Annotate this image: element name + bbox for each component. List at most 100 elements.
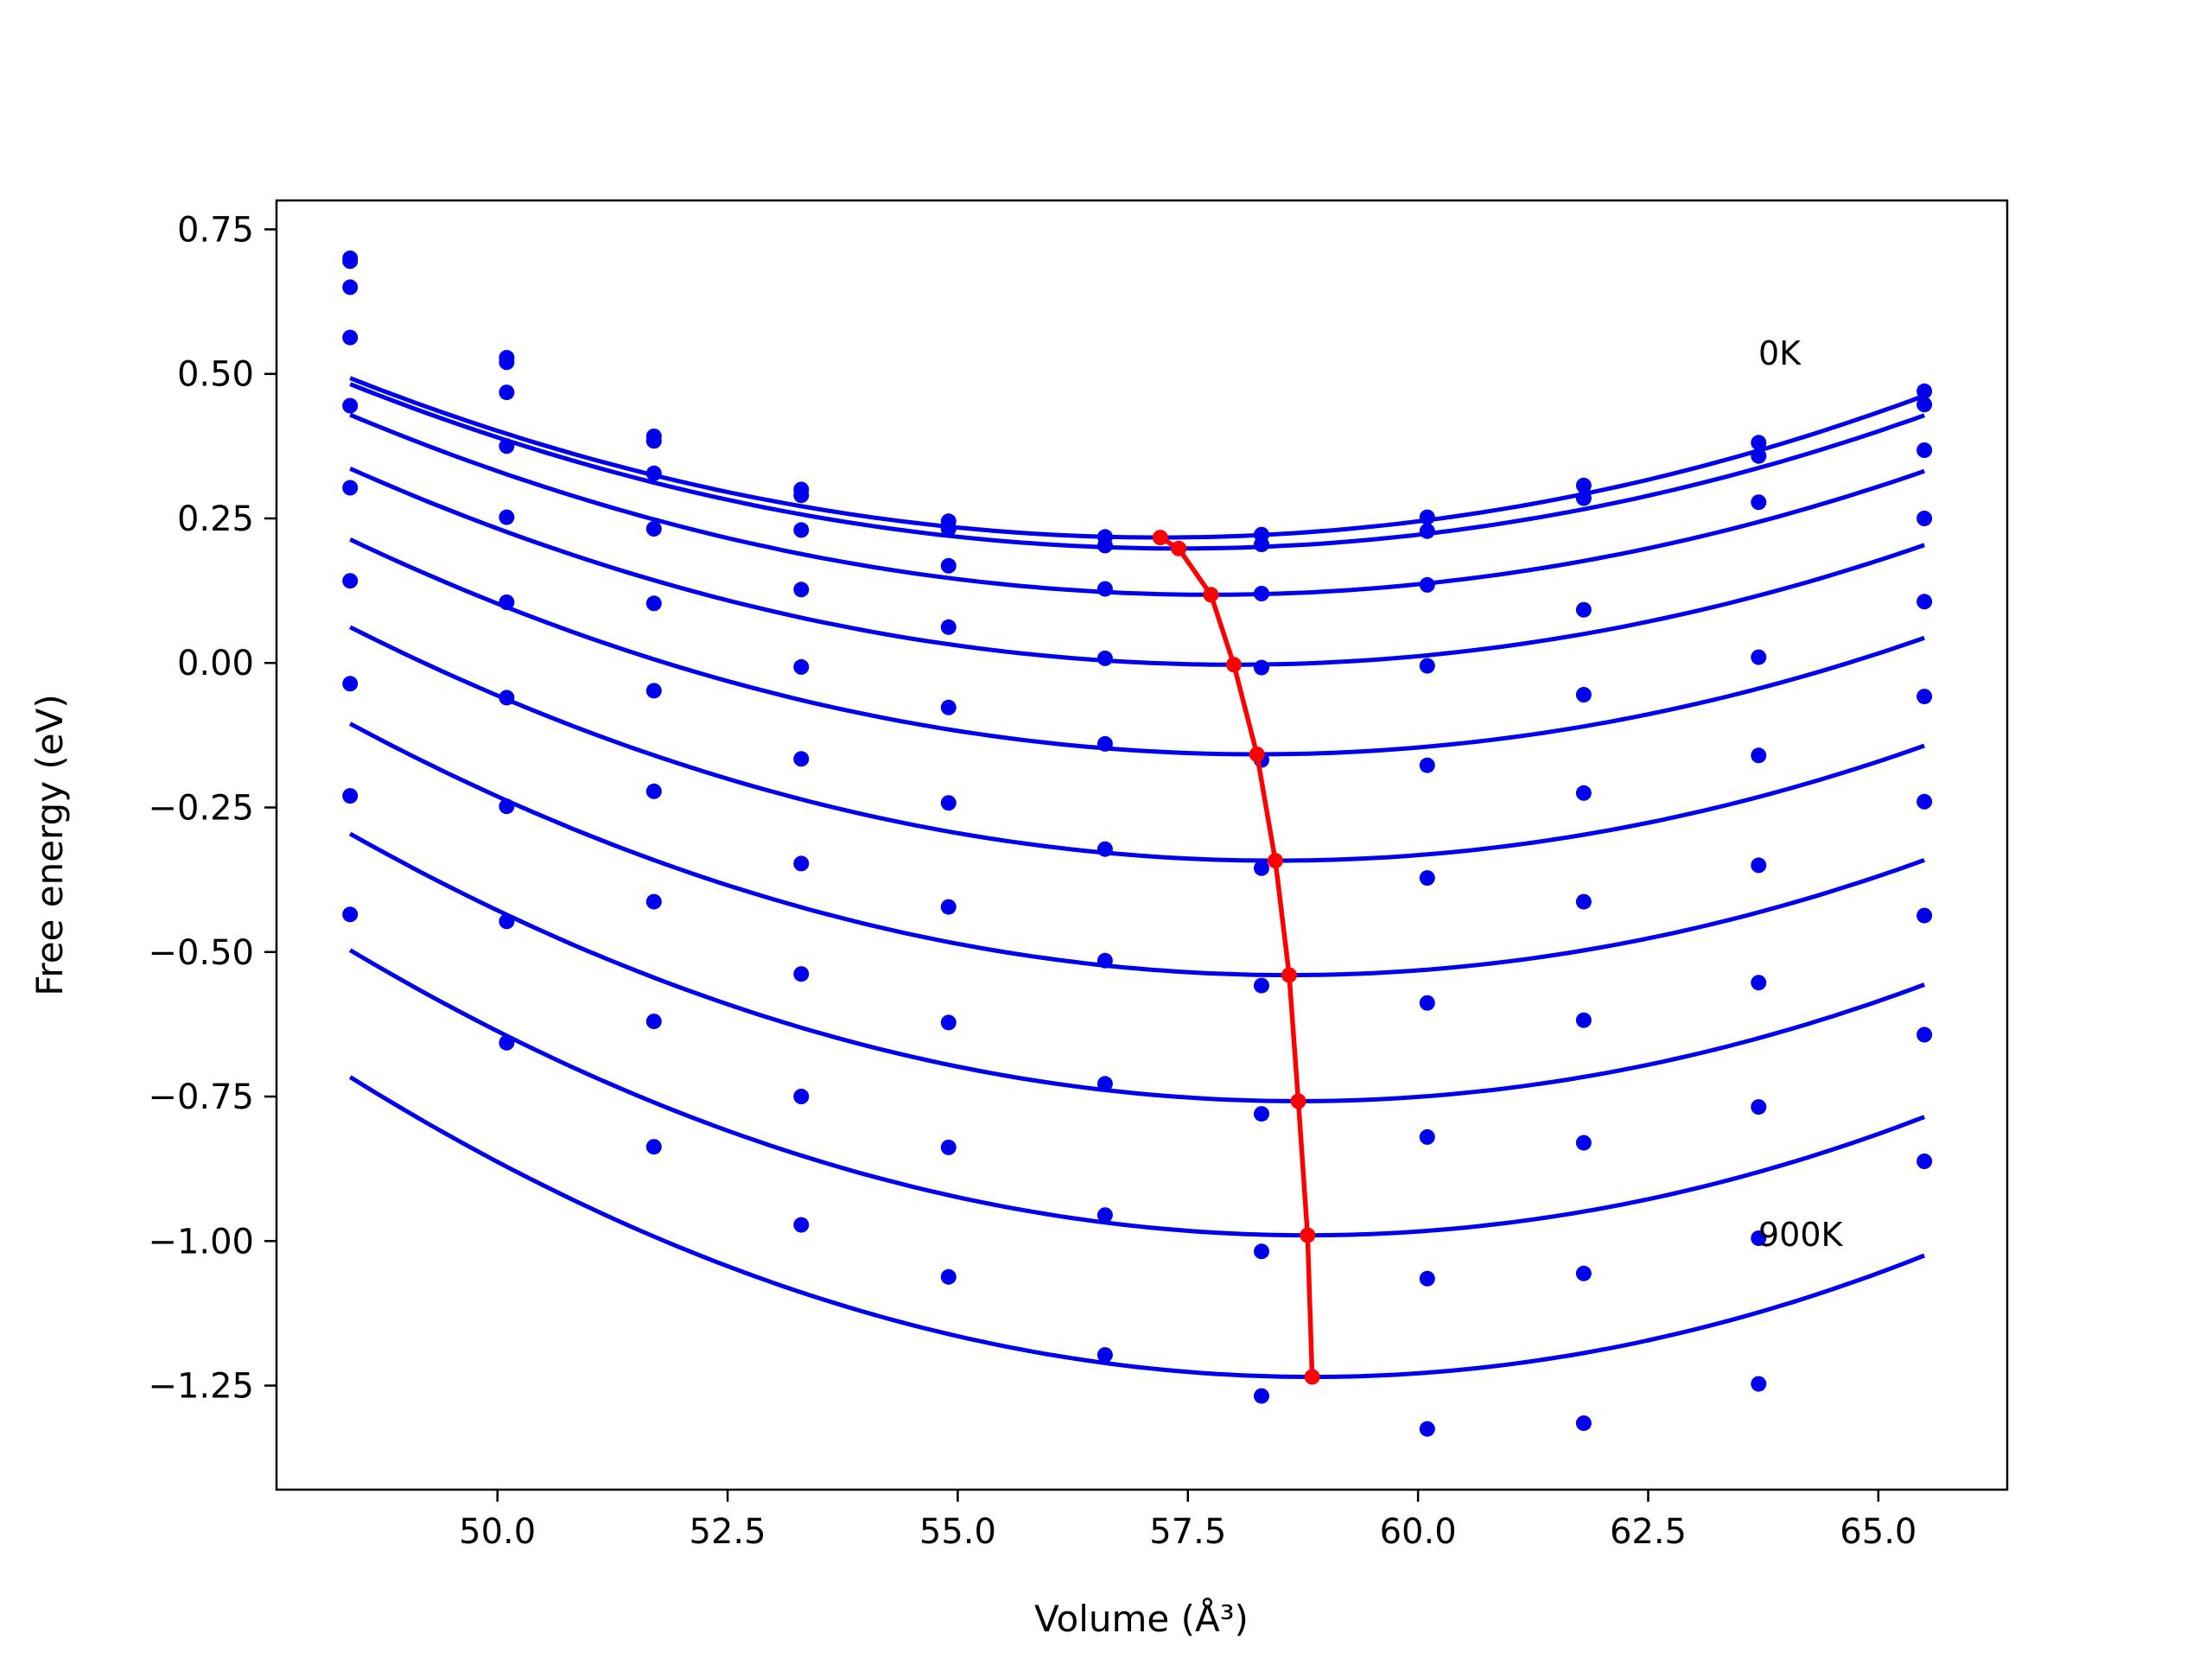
- data-point: [1751, 857, 1767, 874]
- data-point: [940, 1139, 957, 1155]
- fit-curve-9: [348, 1075, 1926, 1379]
- fit-curve-5: [349, 625, 1925, 863]
- data-point: [1419, 523, 1435, 539]
- minimum-point: [1203, 587, 1219, 603]
- data-point: [1419, 1421, 1435, 1437]
- data-point: [645, 683, 662, 699]
- data-point: [342, 788, 359, 804]
- y-tick-label: 0.50: [177, 355, 254, 395]
- data-point: [1575, 687, 1592, 702]
- data-point: [1575, 477, 1592, 493]
- data-point: [1254, 586, 1269, 601]
- data-point: [1575, 1415, 1592, 1432]
- data-point: [1916, 1154, 1933, 1169]
- data-point: [940, 1014, 957, 1031]
- data-point: [1575, 490, 1592, 506]
- minimum-point: [1281, 967, 1297, 983]
- minimum-point: [1249, 747, 1265, 762]
- data-point: [793, 966, 810, 982]
- data-point: [1916, 907, 1933, 924]
- data-point: [1751, 747, 1767, 764]
- y-tick-label: −1.25: [148, 1367, 254, 1407]
- data-point: [1096, 1347, 1113, 1363]
- data-points: [342, 250, 1933, 1437]
- data-point: [793, 582, 810, 598]
- data-point: [499, 1034, 515, 1051]
- annotation-900k: 900K: [1758, 1216, 1844, 1254]
- x-tick-label: 50.0: [459, 1512, 536, 1552]
- data-point: [645, 595, 662, 612]
- data-point: [1096, 952, 1113, 969]
- y-tick-label: −0.50: [148, 933, 254, 973]
- data-point: [342, 480, 359, 496]
- data-point: [1751, 975, 1767, 991]
- y-tick-label: −0.25: [148, 789, 254, 829]
- data-point: [1096, 1207, 1113, 1224]
- data-point: [793, 522, 810, 538]
- data-point: [793, 1217, 810, 1233]
- data-point: [940, 899, 957, 915]
- data-point: [1916, 442, 1933, 458]
- x-tick-label: 57.5: [1149, 1512, 1226, 1552]
- data-point: [1419, 658, 1435, 674]
- fit-curve-1: [349, 382, 1925, 551]
- data-point: [1916, 511, 1933, 526]
- data-point: [1419, 870, 1435, 887]
- data-point: [1916, 1027, 1933, 1043]
- data-point: [1419, 995, 1435, 1011]
- data-point: [342, 397, 359, 414]
- fit-curve-8: [348, 948, 1925, 1238]
- minimum-point: [1304, 1369, 1320, 1385]
- minimum-curve: [1159, 535, 1315, 1377]
- x-tick-label: 60.0: [1380, 1512, 1457, 1552]
- fit-curve-7: [348, 831, 1925, 1103]
- data-point: [342, 906, 359, 923]
- fit-curve-4: [349, 537, 1925, 757]
- data-point: [1751, 435, 1767, 451]
- data-point: [1575, 893, 1592, 910]
- data-point: [1575, 1265, 1592, 1281]
- x-tick-label: 52.5: [690, 1512, 766, 1552]
- y-tick-label: −0.75: [148, 1077, 254, 1117]
- data-point: [1575, 1135, 1592, 1151]
- x-axis: 50.0 52.5 55.0 57.5 60.0 62.5 65.0: [459, 1490, 1916, 1552]
- data-point: [342, 329, 359, 346]
- data-point: [1254, 537, 1269, 553]
- data-point: [1254, 860, 1269, 876]
- data-point: [342, 573, 359, 589]
- data-point: [645, 433, 662, 449]
- data-point: [645, 521, 662, 537]
- data-point: [1575, 785, 1592, 801]
- data-point: [1419, 509, 1435, 525]
- data-point: [499, 438, 515, 454]
- y-tick-label: 0.75: [177, 210, 254, 250]
- fit-curves: [348, 376, 1926, 1379]
- minimum-point: [1226, 657, 1242, 673]
- data-point: [1751, 448, 1767, 464]
- data-point: [1751, 649, 1767, 665]
- data-point: [499, 354, 515, 371]
- data-point: [645, 1014, 662, 1030]
- data-point: [1254, 1106, 1269, 1122]
- data-point: [940, 795, 957, 811]
- y-axis: 0.75 0.50 0.25 0.00 −0.25 −0.50 −0.75 −1.00 −1.2…: [148, 210, 276, 1407]
- data-point: [499, 385, 515, 401]
- minimum-point: [1300, 1227, 1316, 1243]
- data-point: [645, 465, 662, 481]
- fit-curve-2: [349, 412, 1925, 597]
- data-point: [793, 1089, 810, 1104]
- minimum-point: [1268, 853, 1283, 869]
- plot-background: [276, 200, 2007, 1490]
- data-point: [1916, 594, 1933, 610]
- data-point: [342, 676, 359, 692]
- data-point: [793, 751, 810, 767]
- y-tick-label: 0.25: [177, 499, 254, 539]
- data-point: [645, 1139, 662, 1155]
- data-point: [645, 783, 662, 799]
- plot-frame: [275, 199, 2009, 1491]
- y-axis-title: Free energy (eV): [29, 694, 71, 996]
- data-point: [499, 690, 515, 706]
- data-point: [499, 509, 515, 525]
- data-point: [342, 253, 359, 270]
